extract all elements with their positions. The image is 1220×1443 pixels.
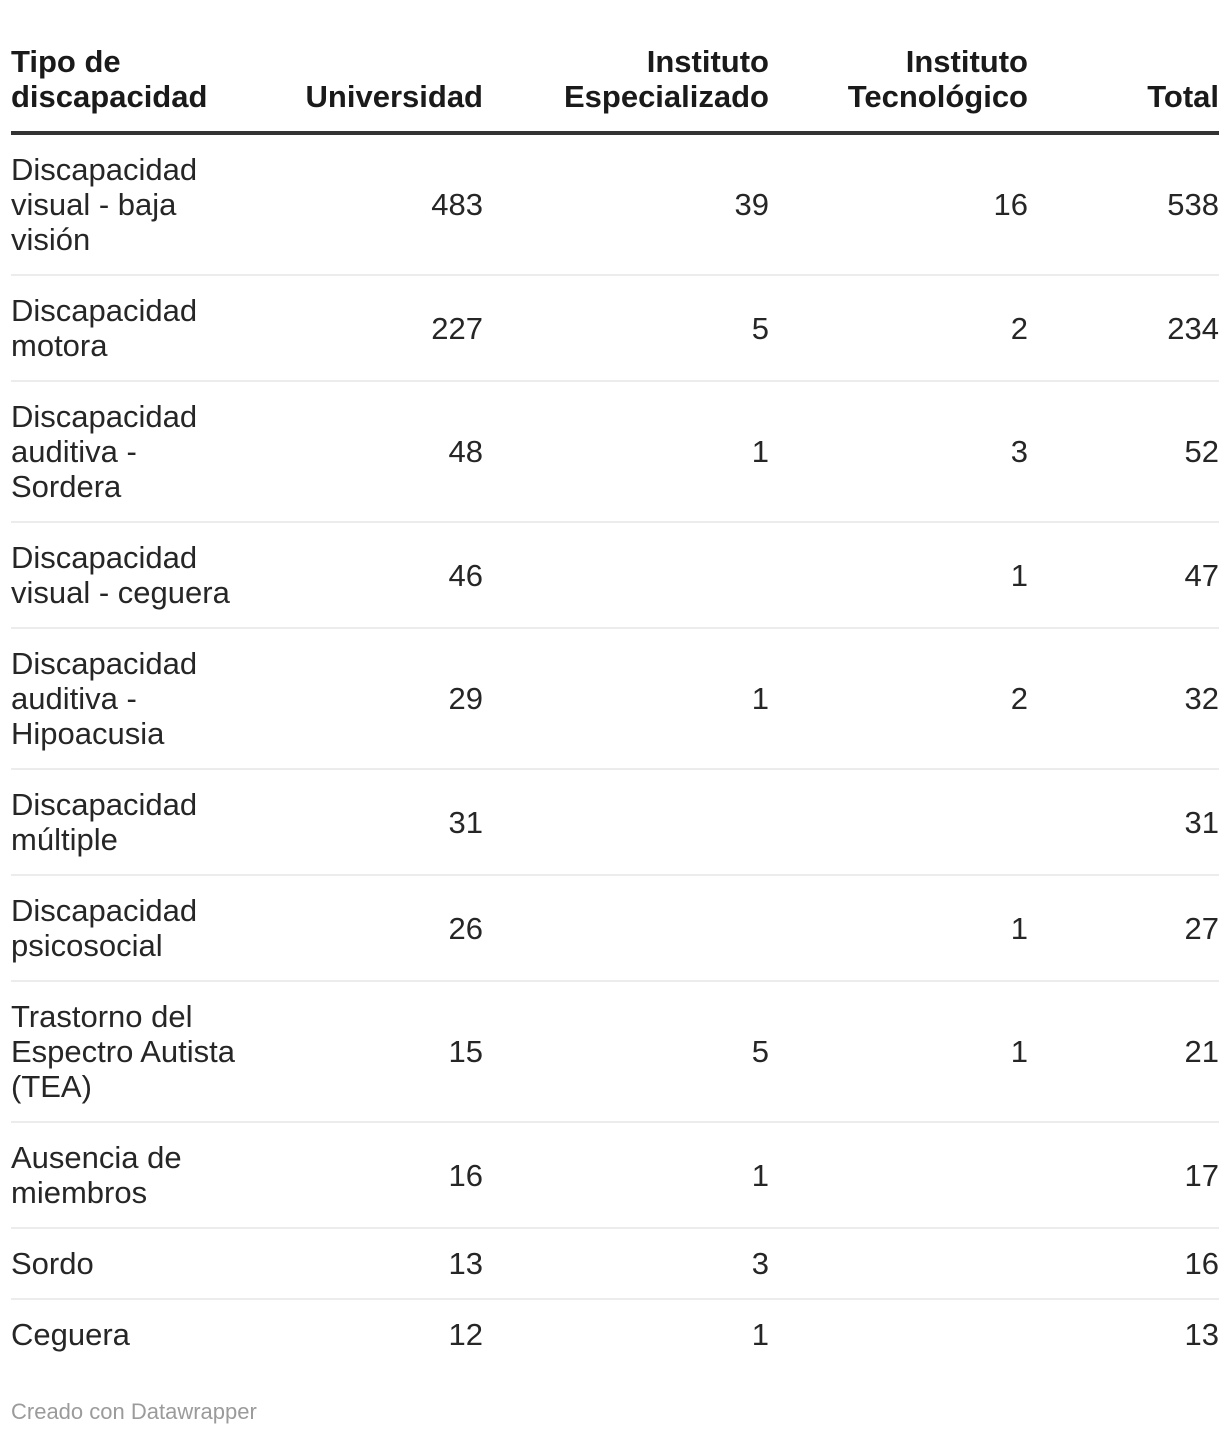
- cell-universidad: 12: [251, 1298, 483, 1369]
- cell-instituto-especializado: 39: [734, 187, 769, 222]
- cell-universidad: 48: [251, 380, 483, 522]
- cell-universidad: 16: [251, 1121, 483, 1228]
- cell-instituto-tecnologico: 1: [769, 874, 1028, 981]
- datawrapper-credit-link[interactable]: Creado con Datawrapper: [11, 1399, 257, 1424]
- column-header-universidad: Universidad: [251, 0, 483, 135]
- table-row: Discapacidad múltiple 31 31: [11, 768, 1219, 875]
- table-row: Discapacidad visual - ceguera 46 1 47: [11, 521, 1219, 628]
- cell-total: 32: [1028, 627, 1219, 769]
- cell-disability-type: Discapacidad visual - ceguera: [11, 521, 251, 628]
- cell-instituto-tecnologico: 16: [993, 187, 1028, 222]
- table-row: Discapacidad motora 227 5 2 234: [11, 274, 1219, 381]
- cell-disability-type: Discapacidad psicosocial: [11, 874, 251, 981]
- cell-instituto-especializado: 3: [483, 1227, 769, 1299]
- cell-disability-type: Discapacidad auditiva - Sordera: [11, 380, 251, 522]
- cell-universidad: 46: [251, 521, 483, 628]
- disability-table: Tipo de discapacidad Universidad Institu…: [11, 0, 1219, 1369]
- footer: Creado con Datawrapper: [11, 1399, 1209, 1425]
- cell-instituto-especializado: 5: [483, 274, 769, 381]
- cell-instituto-especializado: 1: [483, 627, 769, 769]
- cell-total: 47: [1028, 521, 1219, 628]
- cell-instituto-tecnologico: 1: [769, 980, 1028, 1122]
- table-row: Discapacidad auditiva - Hipoacusia 29 1 …: [11, 627, 1219, 769]
- cell-instituto-tecnologico: 3: [769, 380, 1028, 522]
- column-header-instituto-tecnologico: Instituto Tecnológico: [769, 0, 1028, 135]
- cell-disability-type: Ceguera: [11, 1298, 251, 1369]
- cell-instituto-tecnologico: [769, 1298, 1028, 1369]
- cell-instituto-especializado: 1: [483, 1121, 769, 1228]
- table-row: Trastorno del Espectro Autista (TEA) 15 …: [11, 980, 1219, 1122]
- cell-universidad: 13: [251, 1227, 483, 1299]
- table-body: Discapacidad visual - baja visión 483 39…: [11, 133, 1219, 1369]
- cell-total: 538: [1167, 187, 1219, 222]
- table-row: Discapacidad visual - baja visión 483 39…: [11, 133, 1219, 275]
- column-header-disability-type: Tipo de discapacidad: [11, 0, 251, 135]
- cell-total: 234: [1028, 274, 1219, 381]
- cell-instituto-especializado: [483, 768, 769, 875]
- column-header-total: Total: [1028, 0, 1219, 135]
- cell-universidad: 26: [251, 874, 483, 981]
- cell-total: 13: [1028, 1298, 1219, 1369]
- cell-instituto-tecnologico: 2: [769, 274, 1028, 381]
- cell-universidad: 15: [251, 980, 483, 1122]
- cell-total: 17: [1028, 1121, 1219, 1228]
- cell-universidad: 31: [251, 768, 483, 875]
- table-row: Ceguera 12 1 13: [11, 1298, 1219, 1369]
- cell-instituto-especializado: 1: [483, 1298, 769, 1369]
- table-row: Discapacidad auditiva - Sordera 48 1 3 5…: [11, 380, 1219, 522]
- cell-instituto-especializado: [483, 874, 769, 981]
- cell-instituto-especializado: 5: [483, 980, 769, 1122]
- table-row: Discapacidad psicosocial 26 1 27: [11, 874, 1219, 981]
- table-header: Tipo de discapacidad Universidad Institu…: [11, 0, 1219, 135]
- cell-disability-type: Discapacidad motora: [11, 274, 251, 381]
- cell-disability-type: Sordo: [11, 1227, 251, 1299]
- table-row: Sordo 13 3 16: [11, 1227, 1219, 1299]
- cell-instituto-tecnologico: [769, 768, 1028, 875]
- cell-total: 31: [1028, 768, 1219, 875]
- cell-disability-type: Discapacidad visual - baja visión: [11, 152, 198, 257]
- cell-instituto-tecnologico: [769, 1227, 1028, 1299]
- cell-disability-type: Discapacidad auditiva - Hipoacusia: [11, 627, 251, 769]
- cell-universidad: 483: [431, 187, 483, 222]
- cell-instituto-especializado: [483, 521, 769, 628]
- cell-instituto-especializado: 1: [483, 380, 769, 522]
- cell-total: 52: [1028, 380, 1219, 522]
- column-header-instituto-especializado: Instituto Especializado: [483, 0, 769, 135]
- cell-instituto-tecnologico: 1: [769, 521, 1028, 628]
- cell-disability-type: Ausencia de miembros: [11, 1121, 251, 1228]
- cell-total: 16: [1028, 1227, 1219, 1299]
- header-row: Tipo de discapacidad Universidad Institu…: [11, 0, 1219, 135]
- table-row: Ausencia de miembros 16 1 17: [11, 1121, 1219, 1228]
- cell-universidad: 227: [251, 274, 483, 381]
- cell-instituto-tecnologico: [769, 1121, 1028, 1228]
- cell-total: 21: [1028, 980, 1219, 1122]
- cell-total: 27: [1028, 874, 1219, 981]
- cell-instituto-tecnologico: 2: [769, 627, 1028, 769]
- cell-disability-type: Discapacidad múltiple: [11, 768, 251, 875]
- cell-disability-type: Trastorno del Espectro Autista (TEA): [11, 980, 251, 1122]
- cell-universidad: 29: [251, 627, 483, 769]
